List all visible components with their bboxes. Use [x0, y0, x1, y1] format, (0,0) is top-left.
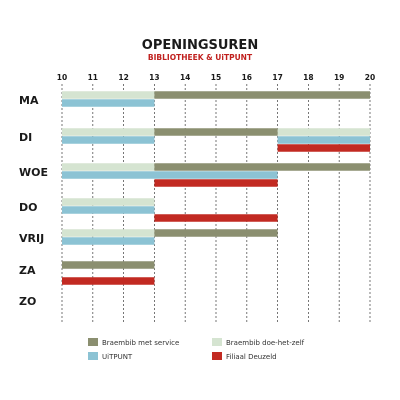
bar-braembib-doe-het-zelf-do: [62, 198, 155, 206]
bar-uitpunt-vrij: [62, 237, 155, 245]
day-label-do: DO: [19, 201, 37, 214]
bar-braembib-met-service-woe: [154, 163, 370, 171]
bar-filiaal-deuzeld-do: [154, 214, 278, 222]
legend-swatch: [88, 338, 98, 346]
bar-braembib-met-service-vrij: [154, 229, 278, 237]
bar-uitpunt-woe: [62, 171, 278, 179]
legend-label: Braembib doe-het-zelf: [226, 339, 305, 347]
bars: [62, 91, 370, 285]
bar-uitpunt-di: [62, 136, 155, 144]
legend-swatch: [88, 352, 98, 360]
legend-swatch: [212, 338, 222, 346]
x-axis-ticks: 10 11 12 13 14 15 16 17 18 19 20: [57, 73, 375, 82]
bar-filiaal-deuzeld-woe: [154, 179, 278, 187]
day-label-di: DI: [19, 131, 32, 144]
x-tick-label: 19: [334, 73, 344, 82]
day-label-woe: WOE: [19, 166, 48, 179]
day-label-za: ZA: [19, 264, 36, 277]
x-tick-label: 20: [365, 73, 375, 82]
day-label-vrij: VRIJ: [19, 232, 44, 245]
chart-subtitle: BIBLIOTHEEK & UiTPUNT: [148, 53, 253, 62]
x-tick-label: 16: [242, 73, 252, 82]
x-tick-label: 11: [88, 73, 98, 82]
legend: Braembib met service Braembib doe-het-zel…: [88, 338, 305, 361]
bar-braembib-doe-het-zelf-vrij: [62, 229, 155, 237]
bar-braembib-met-service-ma: [154, 91, 370, 99]
day-labels: MA DI WOE DO VRIJ ZA ZO: [19, 94, 48, 308]
bar-braembib-doe-het-zelf-di: [62, 128, 155, 136]
bar-uitpunt-ma: [62, 99, 155, 107]
day-label-zo: ZO: [19, 295, 36, 308]
bar-uitpunt-do: [62, 206, 155, 214]
x-tick-label: 17: [272, 73, 282, 82]
bar-filiaal-deuzeld-di: [277, 144, 370, 152]
x-tick-label: 14: [180, 73, 190, 82]
x-tick-label: 13: [149, 73, 159, 82]
x-tick-label: 12: [118, 73, 128, 82]
day-label-ma: MA: [19, 94, 39, 107]
bar-braembib-doe-het-zelf-di: [277, 128, 370, 136]
bar-uitpunt-di: [277, 136, 370, 144]
bar-braembib-doe-het-zelf-ma: [62, 91, 155, 99]
legend-label: UiTPUNT: [102, 353, 133, 361]
bar-braembib-doe-het-zelf-woe: [62, 163, 155, 171]
legend-swatch: [212, 352, 222, 360]
legend-label: Filiaal Deuzeld: [226, 353, 277, 361]
x-tick-label: 15: [211, 73, 221, 82]
x-tick-label: 18: [303, 73, 313, 82]
bar-braembib-met-service-za: [62, 261, 155, 269]
bar-filiaal-deuzeld-za: [62, 277, 155, 285]
bar-braembib-met-service-di: [154, 128, 278, 136]
x-tick-label: 10: [57, 73, 67, 82]
chart-title: OPENINGSUREN: [142, 38, 258, 53]
legend-label: Braembib met service: [102, 339, 179, 347]
